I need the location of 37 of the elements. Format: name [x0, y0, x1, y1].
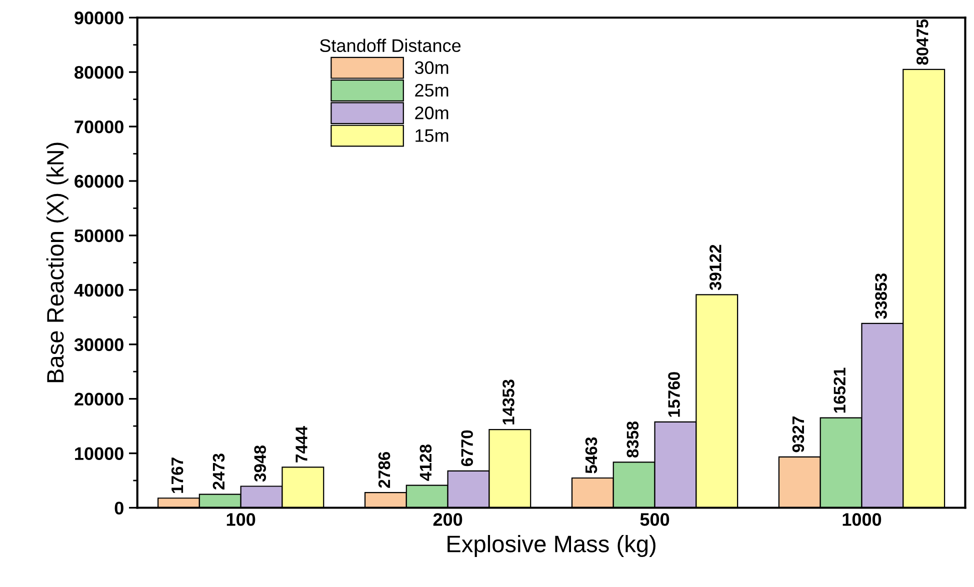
legend-label: 25m [415, 84, 448, 97]
x-tick-label: 200 [433, 513, 462, 526]
y-tick-label: 50000 [74, 229, 124, 242]
data-label: 14353 [502, 380, 514, 424]
legend-label: 20m [415, 106, 448, 120]
y-tick-label: 20000 [74, 392, 124, 406]
y-tick-label: 80000 [74, 66, 124, 79]
data-label: 33853 [875, 273, 887, 319]
data-label: 15760 [668, 372, 680, 417]
data-label: 80475 [916, 19, 928, 65]
y-tick-label: 10000 [75, 447, 124, 460]
data-label: 39122 [710, 244, 722, 290]
y-tick-label: 70000 [74, 120, 124, 134]
data-label: 2786 [378, 452, 390, 488]
data-label: 9327 [792, 416, 804, 452]
data-label: 7444 [296, 426, 308, 462]
data-label: 1767 [171, 458, 184, 493]
data-label: 2473 [212, 454, 225, 490]
data-label: 6770 [461, 430, 473, 466]
y-tick-label: 90000 [74, 12, 124, 24]
y-tick-label: 60000 [74, 174, 124, 188]
data-label: 4128 [420, 444, 432, 481]
data-label: 3948 [254, 446, 266, 482]
data-label: 8358 [626, 422, 639, 458]
x-tick-label: 100 [226, 513, 256, 526]
legend-title: Standoff Distance [320, 38, 461, 52]
y-tick-label: 0 [114, 502, 124, 514]
data-label: 5463 [585, 437, 598, 474]
data-label: 16521 [834, 368, 846, 413]
y-axis-title: Base Reaction (X) (kN) [46, 142, 68, 382]
x-axis-title: Explosive Mass (kg) [448, 535, 656, 558]
y-tick-label: 40000 [74, 284, 124, 297]
x-tick-label: 500 [640, 513, 670, 526]
y-tick-label: 30000 [74, 338, 124, 352]
x-tick-label: 1000 [842, 513, 882, 526]
legend-label: 30m [414, 61, 448, 74]
legend-label: 15m [416, 129, 448, 142]
